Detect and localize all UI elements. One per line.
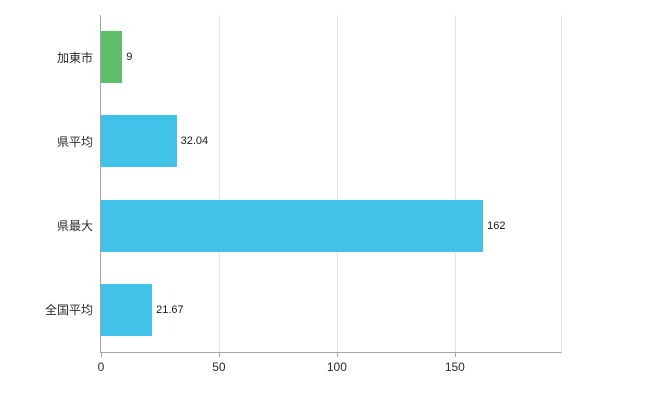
x-axis-tick-mark bbox=[101, 352, 102, 357]
x-axis-tick-label: 0 bbox=[97, 360, 105, 374]
bar-value-label: 21.67 bbox=[156, 303, 184, 316]
category-label: 県平均 bbox=[56, 134, 93, 149]
bar bbox=[101, 199, 484, 252]
bar-row: 県平均 32.04 bbox=[57, 99, 561, 183]
gridline bbox=[336, 15, 338, 352]
x-axis-tick-label: 100 bbox=[326, 360, 347, 374]
category-label: 県最大 bbox=[56, 219, 93, 234]
gridline bbox=[218, 15, 220, 352]
bar-row: 県最大 162 bbox=[57, 184, 561, 268]
bar bbox=[101, 283, 153, 336]
bar-value-label: 9 bbox=[126, 51, 133, 64]
x-axis-tick-label: 150 bbox=[444, 360, 465, 374]
x-axis-tick-mark bbox=[454, 352, 456, 357]
bar-value-label: 162 bbox=[487, 219, 506, 232]
bar bbox=[101, 115, 177, 168]
category-label: 全国平均 bbox=[44, 303, 93, 318]
gridline bbox=[454, 15, 456, 352]
bar-row: 全国平均 21.67 bbox=[45, 268, 561, 352]
category-label: 加東市 bbox=[56, 50, 93, 65]
bar-value-label: 32.04 bbox=[180, 135, 209, 148]
x-axis-tick-mark bbox=[336, 352, 338, 357]
bar-row: 加東市 9 bbox=[57, 15, 561, 99]
x-axis-tick-label: 50 bbox=[212, 360, 226, 374]
x-axis-tick-mark bbox=[218, 352, 220, 357]
plot-area: 加東市 9 県平均 32.04 県最大 162 全国平均 21.67 0 50 100 150 bbox=[45, 15, 562, 374]
bar bbox=[101, 31, 123, 84]
